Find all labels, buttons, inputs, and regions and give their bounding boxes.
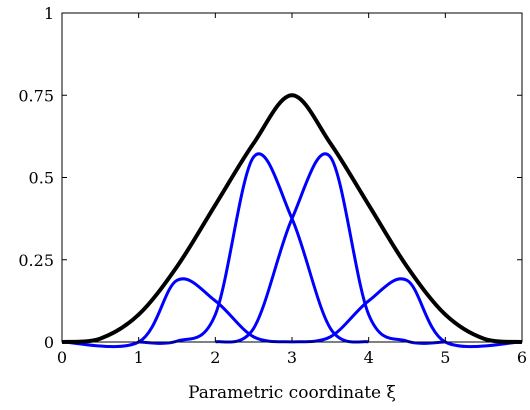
basis-curve-2 (138, 152, 370, 345)
curve-layer (61, 93, 523, 349)
y-tick-label-1: 0.25 (18, 251, 54, 270)
basis-curve-1 (61, 277, 293, 349)
y-tick-label-4: 1 (44, 4, 54, 23)
x-axis-label: Parametric coordinate ξ (188, 383, 396, 403)
x-tick-label-4: 4 (364, 348, 374, 367)
x-tick-label-6: 6 (517, 348, 527, 367)
x-tick-label-5: 5 (440, 348, 450, 367)
y-tick-label-0: 0 (44, 333, 54, 352)
sum-curve (61, 93, 523, 344)
x-tick-label-0: 0 (57, 348, 67, 367)
y-tick-label-2: 0.5 (29, 169, 54, 188)
basis-curve-4 (291, 277, 523, 349)
x-tick-label-1: 1 (134, 348, 144, 367)
y-tick-label-3: 0.75 (18, 86, 54, 105)
plot-frame (61, 12, 523, 343)
x-tick-label-2: 2 (210, 348, 220, 367)
tick-layer: 0 1 2 3 4 5 6 0 0.25 0.5 0.75 1 (18, 4, 527, 367)
basis-curve-3 (214, 152, 446, 345)
x-tick-label-3: 3 (287, 348, 297, 367)
